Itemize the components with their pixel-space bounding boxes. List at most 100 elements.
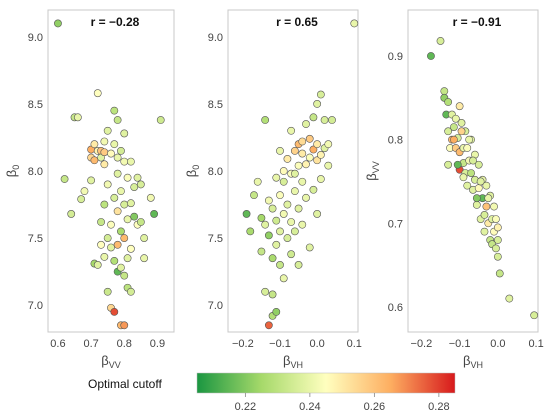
- scatter-point: [474, 184, 483, 193]
- colorbar-tick-label: 0.28: [428, 401, 449, 413]
- scatter-point: [77, 195, 86, 204]
- colorbar-tick-label: 0.24: [299, 401, 320, 413]
- scatter-point: [283, 200, 292, 209]
- y-tick-label: 9.0: [208, 32, 223, 44]
- x-axis-label-main: β: [463, 353, 470, 368]
- scatter-point: [100, 148, 109, 157]
- scatter-point: [126, 157, 135, 166]
- scatter-point: [484, 194, 493, 203]
- scatter-point: [73, 113, 82, 122]
- colorbar-tick-label: 0.22: [235, 401, 256, 413]
- scatter-point: [268, 254, 277, 263]
- x-tick-label: 0.7: [83, 338, 98, 350]
- scatter-point: [316, 90, 325, 99]
- scatter-point: [427, 52, 435, 60]
- scatter-point: [294, 161, 303, 170]
- scatter-point: [287, 250, 296, 259]
- colorbar-gradient: [196, 372, 456, 394]
- y-tick-label: 7.0: [208, 300, 223, 312]
- y-tick-label: 8.5: [28, 99, 43, 111]
- scatter-point: [107, 243, 115, 252]
- scatter-point: [290, 169, 299, 178]
- scatter-point: [283, 234, 292, 242]
- scatter-point: [136, 218, 145, 226]
- scatter-point: [264, 231, 273, 240]
- scatter-point: [324, 161, 333, 170]
- scatter-point: [261, 220, 270, 229]
- scatter-point: [316, 175, 325, 183]
- y-axis-label-main: β: [364, 173, 379, 180]
- scatter-point: [305, 153, 314, 162]
- scatter-point: [117, 263, 125, 272]
- x-tick-label: −0.1: [449, 338, 471, 350]
- scatter-point: [264, 321, 273, 330]
- x-tick-label: 0.8: [117, 338, 132, 350]
- scatter-point: [492, 244, 500, 253]
- scatter-point: [100, 200, 109, 209]
- scatter-point: [126, 199, 135, 208]
- scatter-point: [505, 294, 514, 303]
- scatter-point: [120, 200, 129, 209]
- scatter-point: [279, 274, 288, 283]
- scatter-point: [97, 240, 105, 249]
- y-tick-label: 0.9: [388, 51, 403, 63]
- scatter-point: [250, 191, 258, 200]
- x-tick-label: 0.9: [150, 338, 165, 350]
- scatter-point: [290, 227, 299, 236]
- y-tick-label: 7.5: [208, 233, 223, 245]
- scatter-point: [276, 146, 284, 155]
- scatter-point: [123, 173, 132, 182]
- scatter-point: [146, 193, 155, 202]
- y-axis-label: β0: [4, 165, 21, 178]
- scatter-point: [117, 227, 125, 236]
- scatter-point: [156, 116, 165, 124]
- y-tick-label: 8.0: [28, 166, 43, 178]
- scatter-point: [103, 180, 112, 189]
- scatter-point: [276, 191, 284, 200]
- y-axis-label: β0: [184, 165, 201, 178]
- y-tick-label: 7.0: [28, 300, 43, 312]
- scatter-point: [444, 98, 453, 106]
- scatter-point: [457, 119, 466, 127]
- plot-frame: [407, 9, 539, 333]
- scatter-point: [449, 123, 458, 131]
- scatter-point: [298, 177, 307, 186]
- scatter-point: [316, 150, 325, 159]
- scatter-point: [440, 87, 449, 96]
- scatter-point: [305, 243, 314, 252]
- scatter-point: [290, 146, 299, 155]
- scatter-point: [140, 234, 149, 242]
- scatter-point: [350, 19, 359, 28]
- scatter-point: [469, 156, 477, 165]
- scatter-point: [242, 210, 251, 218]
- scatter-point: [272, 307, 281, 316]
- colorbar-tick-label: 0.26: [364, 401, 385, 413]
- scatter-point: [272, 216, 281, 225]
- plot-frame: [47, 9, 175, 333]
- scatter-point: [467, 169, 475, 177]
- scatter-point: [110, 193, 119, 202]
- scatter-point: [100, 252, 109, 261]
- scatter-point: [120, 157, 129, 166]
- scatter-point: [279, 210, 288, 218]
- scatter-point: [302, 193, 310, 202]
- scatter-point: [482, 181, 491, 190]
- y-tick-label: 0.8: [388, 135, 403, 147]
- scatter-point: [253, 177, 262, 186]
- x-tick-label: 0.1: [347, 338, 362, 350]
- scatter-point: [117, 146, 125, 155]
- scatter-point: [123, 215, 132, 224]
- scatter-point: [476, 177, 485, 186]
- scatter-point: [302, 160, 310, 169]
- scatter-point: [283, 155, 292, 163]
- scatter-point: [457, 127, 466, 136]
- y-tick-label: 9.0: [28, 32, 43, 44]
- colorbar: Optimal cutoff 0.22 0.24 0.26 0.28: [88, 372, 456, 413]
- scatter-point: [60, 175, 69, 183]
- scatter-point: [474, 160, 483, 169]
- scatter-point: [482, 202, 491, 211]
- scatter-point: [309, 145, 318, 154]
- x-tick-label: 0.0: [490, 338, 505, 350]
- scatter-point: [110, 106, 119, 115]
